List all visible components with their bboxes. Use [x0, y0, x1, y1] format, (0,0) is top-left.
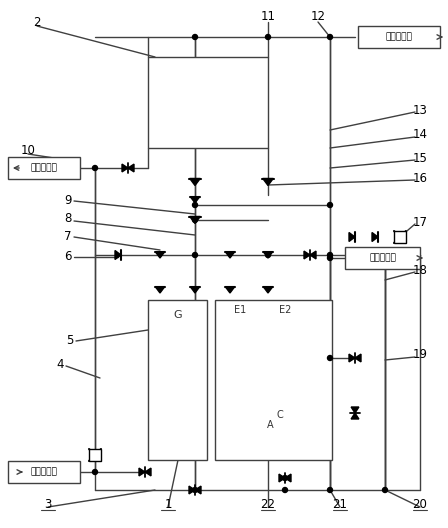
Circle shape: [92, 165, 98, 171]
Circle shape: [327, 256, 332, 260]
Text: 4: 4: [56, 359, 64, 372]
Polygon shape: [190, 178, 200, 185]
Text: 10: 10: [21, 144, 35, 156]
Polygon shape: [155, 252, 164, 258]
Polygon shape: [351, 407, 359, 413]
Polygon shape: [128, 164, 134, 172]
Text: 11: 11: [260, 11, 276, 24]
Polygon shape: [190, 197, 199, 203]
Circle shape: [327, 203, 332, 208]
Polygon shape: [310, 251, 316, 259]
Polygon shape: [285, 474, 291, 482]
Circle shape: [92, 469, 98, 475]
Polygon shape: [279, 474, 285, 482]
Text: 8: 8: [65, 212, 72, 224]
Polygon shape: [139, 468, 145, 476]
Circle shape: [383, 487, 388, 493]
Text: 二网水供水: 二网水供水: [386, 33, 413, 42]
Circle shape: [327, 487, 332, 493]
Polygon shape: [263, 287, 272, 293]
Polygon shape: [189, 486, 195, 494]
Bar: [8, 461, 80, 483]
Circle shape: [193, 34, 198, 40]
Polygon shape: [263, 178, 273, 185]
Circle shape: [266, 34, 271, 40]
Text: 13: 13: [413, 103, 427, 117]
Text: 5: 5: [66, 334, 73, 346]
Text: 6: 6: [64, 250, 72, 262]
Text: C: C: [276, 410, 284, 420]
Circle shape: [266, 252, 271, 258]
Polygon shape: [263, 252, 272, 258]
Text: 18: 18: [413, 263, 427, 277]
Polygon shape: [349, 354, 355, 362]
Text: 2: 2: [33, 15, 41, 29]
Text: 1: 1: [164, 498, 172, 512]
Polygon shape: [195, 486, 201, 494]
Polygon shape: [355, 354, 361, 362]
Bar: [358, 26, 440, 48]
Circle shape: [193, 252, 198, 258]
Text: 7: 7: [64, 230, 72, 242]
Bar: [215, 300, 332, 460]
Text: 21: 21: [332, 498, 348, 512]
Text: 9: 9: [64, 193, 72, 206]
Text: 15: 15: [413, 152, 427, 165]
Text: 14: 14: [413, 128, 427, 142]
Polygon shape: [115, 250, 121, 259]
Circle shape: [193, 203, 198, 208]
Polygon shape: [351, 413, 359, 419]
Text: 17: 17: [413, 215, 427, 229]
Circle shape: [327, 355, 332, 361]
Text: 19: 19: [413, 348, 427, 362]
Circle shape: [283, 487, 288, 493]
Circle shape: [193, 218, 198, 222]
Polygon shape: [225, 252, 234, 258]
Text: G: G: [174, 310, 182, 320]
Text: 一网水回水: 一网水回水: [30, 164, 57, 173]
Bar: [89, 449, 101, 461]
Circle shape: [327, 34, 332, 40]
Circle shape: [283, 476, 288, 480]
Text: 二网水回水: 二网水回水: [370, 253, 396, 262]
Bar: [148, 300, 207, 460]
Polygon shape: [145, 468, 151, 476]
Text: E2: E2: [279, 305, 291, 315]
Text: 3: 3: [44, 498, 52, 512]
Bar: [345, 247, 420, 269]
Circle shape: [193, 487, 198, 493]
Polygon shape: [372, 232, 378, 241]
Circle shape: [327, 252, 332, 258]
Text: 22: 22: [260, 498, 276, 512]
Bar: [394, 231, 406, 243]
Polygon shape: [122, 164, 128, 172]
Text: A: A: [267, 420, 273, 430]
Text: 20: 20: [413, 498, 427, 512]
Bar: [8, 157, 80, 179]
Text: E1: E1: [234, 305, 246, 315]
Polygon shape: [155, 287, 164, 293]
Bar: [148, 57, 268, 148]
Text: 12: 12: [310, 11, 326, 24]
Polygon shape: [304, 251, 310, 259]
Polygon shape: [190, 287, 199, 293]
Text: 16: 16: [413, 172, 427, 184]
Polygon shape: [225, 287, 234, 293]
Text: 一网水供水: 一网水供水: [30, 467, 57, 476]
Polygon shape: [349, 232, 355, 241]
Polygon shape: [190, 216, 200, 223]
